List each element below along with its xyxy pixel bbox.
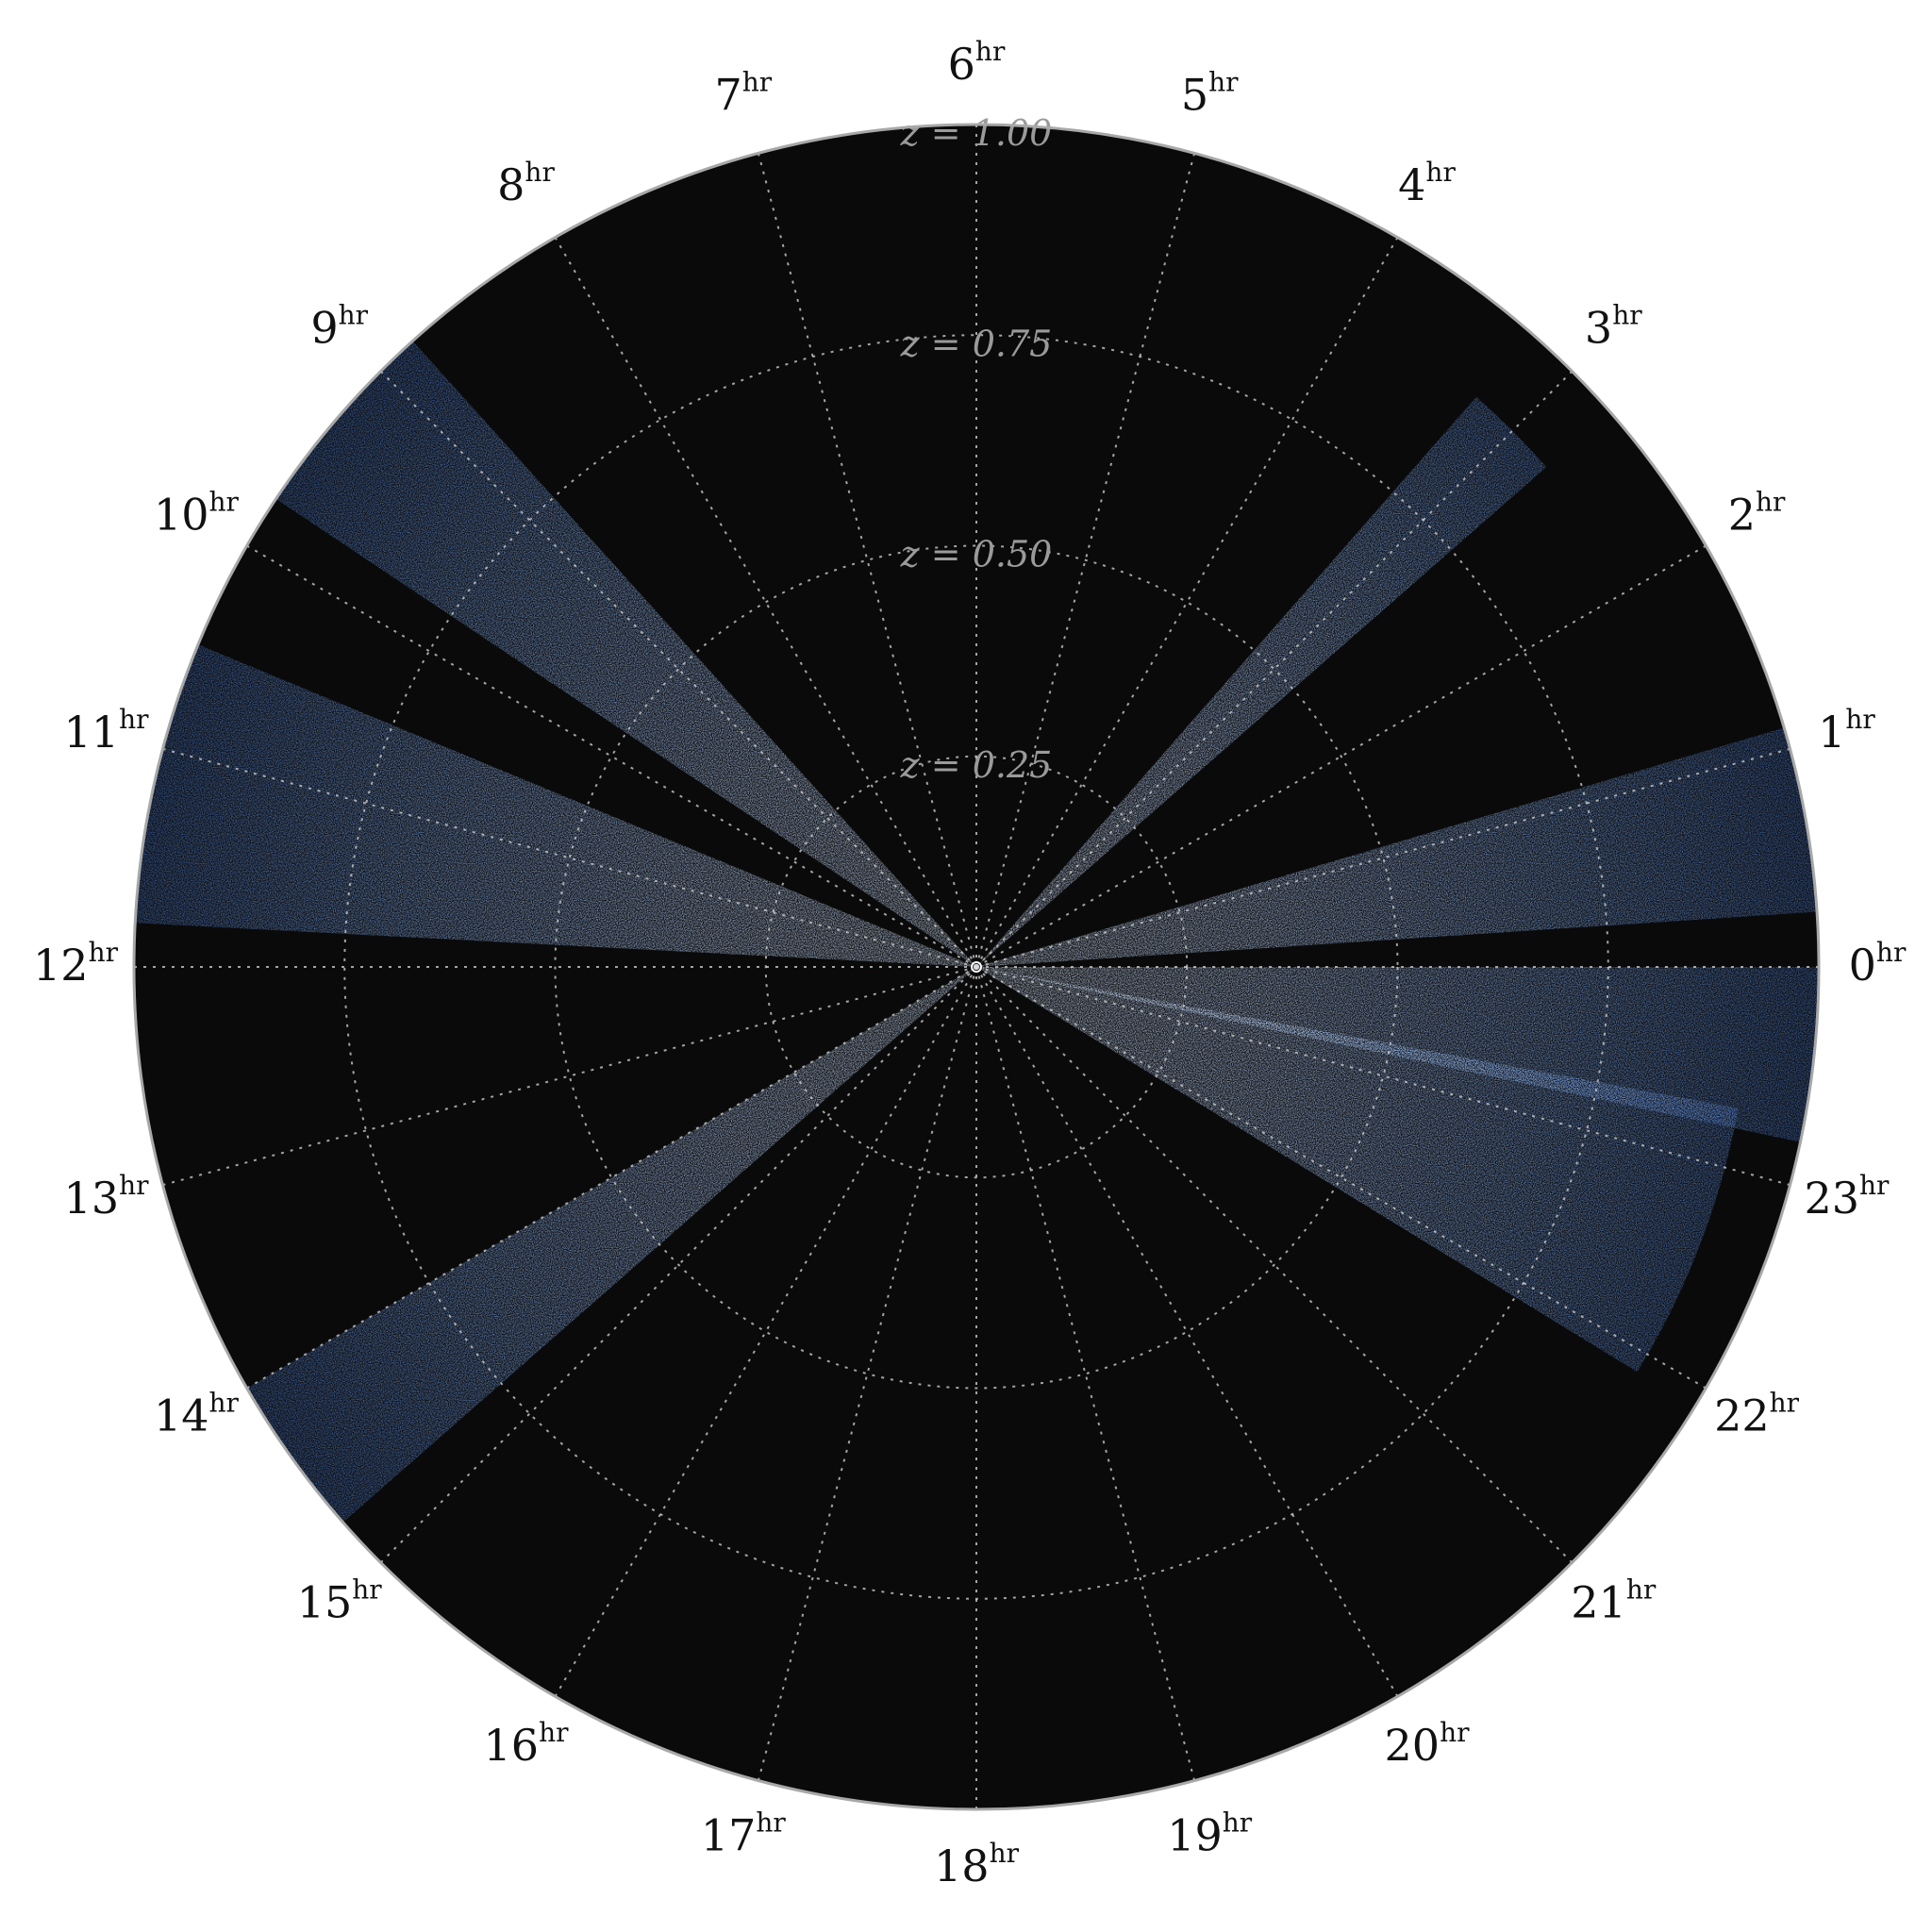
hour-label-16: 16hr	[484, 1717, 570, 1771]
hour-label-10: 10hr	[154, 487, 240, 541]
survey-wedge-6	[246, 967, 977, 1523]
ring-label-0: z = 0.25	[900, 744, 1053, 786]
hour-label-22: 22hr	[1714, 1388, 1800, 1441]
hour-label-20: 20hr	[1385, 1717, 1471, 1771]
redshift-ring-labels: z = 0.25 z = 0.50 z = 0.75 z = 1.00	[900, 112, 1053, 786]
ring-label-2: z = 0.75	[900, 323, 1053, 364]
hour-label-4: 4hr	[1398, 157, 1456, 210]
ring-label-3: z = 1.00	[900, 112, 1053, 154]
survey-wedges	[135, 341, 1819, 1523]
survey-wedge-1	[976, 967, 1819, 1142]
hour-label-14: 14hr	[154, 1388, 240, 1441]
hour-label-8: 8hr	[497, 157, 555, 210]
ring-label-1: z = 0.50	[900, 534, 1053, 575]
hour-label-13: 13hr	[64, 1170, 150, 1224]
ring-2	[343, 334, 1609, 1600]
hour-label-17: 17hr	[701, 1807, 787, 1860]
hour-label-23: 23hr	[1804, 1170, 1890, 1224]
survey-wedge-5	[135, 644, 977, 967]
hour-label-21: 21hr	[1571, 1574, 1657, 1627]
hour-label-3: 3hr	[1585, 300, 1642, 354]
hour-label-12: 12hr	[33, 937, 119, 991]
hour-label-9: 9hr	[310, 300, 368, 354]
hour-label-2: 2hr	[1728, 487, 1786, 541]
ring-1	[554, 544, 1399, 1390]
hour-label-11: 11hr	[64, 704, 150, 758]
ring-0	[764, 755, 1189, 1179]
hour-label-7: 7hr	[714, 67, 772, 121]
hour-label-6: 6hr	[948, 36, 1006, 90]
hour-label-18: 18hr	[934, 1838, 1020, 1891]
hour-label-0: 0hr	[1849, 937, 1907, 991]
survey-wedge-2	[976, 727, 1818, 967]
hour-tick-labels: 0hr 1hr 2hr 3hr 4hr 5hr 6hr 7hr 8hr 9hr 10hr 11hr 12…	[33, 36, 1907, 1891]
center-marker	[971, 961, 982, 973]
survey-wedge-0	[976, 967, 1739, 1373]
plot-border	[132, 123, 1821, 1811]
hour-label-15: 15hr	[297, 1574, 383, 1627]
survey-wedge-4	[275, 341, 976, 967]
hour-label-1: 1hr	[1818, 704, 1875, 758]
hour-label-19: 19hr	[1167, 1807, 1253, 1860]
hour-label-5: 5hr	[1181, 67, 1239, 121]
